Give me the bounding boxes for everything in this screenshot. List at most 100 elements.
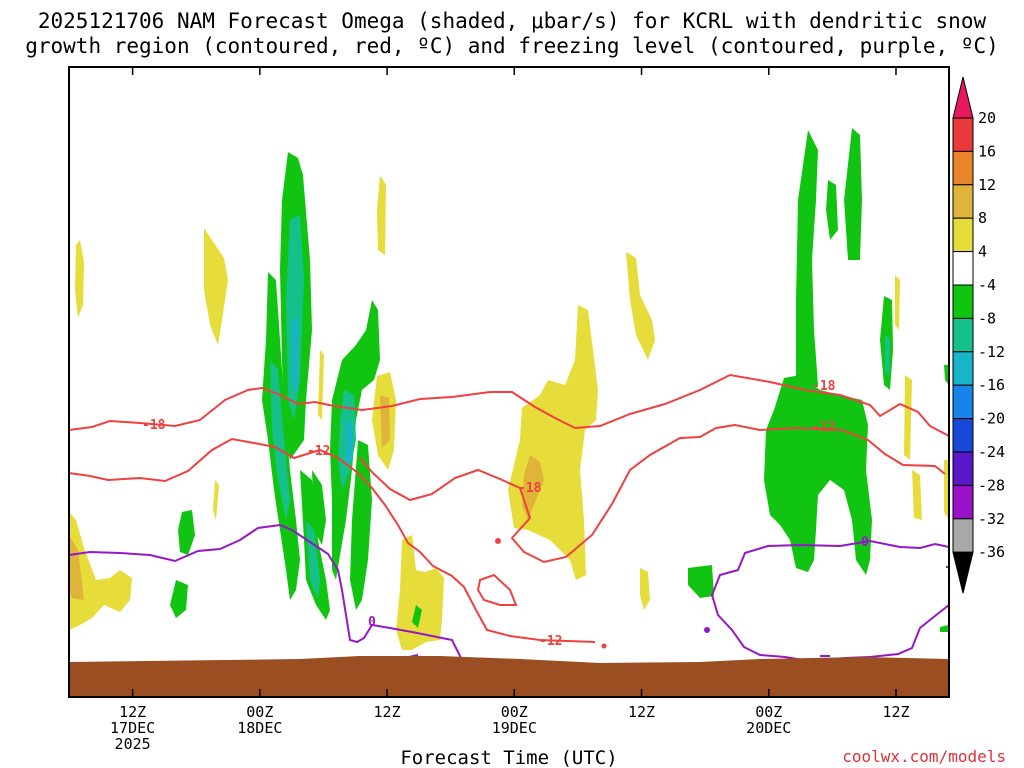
x-axis-title: Forecast Time (UTC) bbox=[400, 747, 617, 768]
dgz-contour-loop bbox=[476, 573, 518, 606]
colorbar-label: -28 bbox=[978, 476, 1005, 494]
freezing-level-contour bbox=[69, 523, 463, 661]
omega-positive-area bbox=[396, 535, 444, 650]
dgz-label: -12 bbox=[812, 420, 835, 435]
dgz-contour-minus-12b bbox=[359, 423, 946, 564]
site-credit: coolwx.com/models bbox=[842, 747, 1006, 766]
colorbar-label: 20 bbox=[978, 109, 996, 127]
omega-negative-area bbox=[312, 470, 326, 545]
colorbar-label: -4 bbox=[978, 276, 996, 294]
x-tick-label: 12Z bbox=[882, 703, 909, 721]
colorbar-label: -8 bbox=[978, 309, 996, 327]
freezing-label: 0 bbox=[861, 535, 869, 550]
dgz-label: -18 bbox=[142, 418, 166, 433]
contour-labels: -18 -12 -18 -12 -18 -12 0 0 bbox=[142, 379, 869, 649]
colorbar-max-arrow bbox=[952, 76, 974, 119]
dgz-contour-minus-18 bbox=[69, 373, 949, 437]
omega-negative-area bbox=[844, 128, 862, 260]
colorbar-segment bbox=[952, 451, 974, 486]
colorbar-segment bbox=[952, 384, 974, 420]
omega-negative-area bbox=[178, 510, 195, 555]
omega-negative-area bbox=[940, 625, 949, 632]
omega-positive-area bbox=[895, 275, 900, 330]
omega-negative-area bbox=[764, 375, 872, 575]
omega-positive-area bbox=[69, 535, 84, 600]
omega-negative-area bbox=[292, 318, 298, 392]
colorbar-segment bbox=[952, 284, 974, 319]
colorbar-label: 16 bbox=[978, 142, 996, 160]
x-tick-label: 00Z bbox=[246, 703, 273, 721]
omega-negative-area bbox=[412, 605, 422, 628]
dgz-label: -18 bbox=[812, 379, 836, 394]
dgz-contour-dot bbox=[601, 643, 607, 649]
omega-positive-area bbox=[522, 455, 544, 520]
x-tick-label: 00Z bbox=[755, 703, 782, 721]
dgz-contour-dot bbox=[495, 538, 501, 544]
omega-negative-area bbox=[330, 300, 380, 580]
colorbar-label: -12 bbox=[978, 343, 1005, 361]
omega-shading bbox=[69, 128, 949, 650]
colorbar-label: 4 bbox=[978, 243, 987, 261]
dgz-label: -18 bbox=[518, 481, 542, 496]
omega-negative-area bbox=[306, 520, 320, 600]
colorbar-segment bbox=[952, 351, 974, 386]
omega-positive-area bbox=[626, 252, 655, 360]
colorbar-segment bbox=[952, 317, 974, 353]
colorbar-label: 12 bbox=[978, 176, 996, 194]
colorbar-label: 8 bbox=[978, 209, 987, 227]
omega-positive-area bbox=[944, 460, 949, 520]
freezing-label: 0 bbox=[368, 615, 376, 630]
omega-positive-area bbox=[912, 470, 922, 520]
x-tick-label: 12Z bbox=[374, 703, 401, 721]
colorbar-segment bbox=[952, 150, 974, 186]
omega-positive-area bbox=[377, 175, 386, 255]
x-tick-label: 17DEC bbox=[110, 719, 155, 737]
omega-negative-area bbox=[796, 130, 818, 400]
colorbar-label: -32 bbox=[978, 510, 1005, 528]
colorbar-segment bbox=[952, 484, 974, 520]
x-tick-label: 19DEC bbox=[492, 719, 537, 737]
chart-title-line-2: growth region (contoured, red, ºC) and f… bbox=[25, 34, 999, 58]
dgz-contour-minus-12 bbox=[69, 437, 596, 643]
x-tick-label: 12Z bbox=[628, 703, 655, 721]
colorbar-label: -36 bbox=[978, 543, 1005, 561]
omega-negative-area bbox=[826, 180, 838, 240]
omega-negative-area bbox=[346, 420, 352, 465]
dgz-label: -12 bbox=[307, 444, 330, 459]
x-tick-label: 18DEC bbox=[237, 719, 282, 737]
omega-positive-area bbox=[204, 228, 228, 345]
ground-fill bbox=[69, 656, 949, 697]
colorbar: 20 16 12 8 4 -4 -8 -12 -16 -20 -24 -28 -32 -36 bbox=[952, 76, 1005, 594]
colorbar-label: -24 bbox=[978, 443, 1005, 461]
omega-negative-area bbox=[688, 565, 714, 598]
colorbar-segment bbox=[952, 184, 974, 219]
colorbar-segment bbox=[952, 251, 974, 286]
colorbar-segment bbox=[952, 518, 974, 553]
x-tick-label: 2025 bbox=[115, 735, 151, 753]
omega-positive-area bbox=[69, 512, 132, 630]
omega-negative-area bbox=[270, 360, 290, 520]
omega-positive-area bbox=[213, 480, 219, 520]
dgz-label: -12 bbox=[539, 634, 562, 649]
omega-negative-area bbox=[885, 335, 890, 375]
colorbar-segment bbox=[952, 418, 974, 453]
x-tick-label: 12Z bbox=[119, 703, 146, 721]
freezing-level-contour bbox=[710, 539, 949, 661]
dgz-contours bbox=[69, 373, 949, 649]
omega-positive-area bbox=[75, 240, 84, 318]
omega-positive-area bbox=[904, 375, 912, 460]
chart-title-line-1: 2025121706 NAM Forecast Omega (shaded, μ… bbox=[37, 9, 987, 33]
colorbar-label: -20 bbox=[978, 410, 1005, 428]
omega-negative-area bbox=[944, 365, 949, 385]
colorbar-segment bbox=[952, 217, 974, 253]
omega-negative-area bbox=[170, 580, 188, 618]
colorbar-min-arrow bbox=[952, 551, 974, 594]
freezing-level-dot bbox=[704, 627, 710, 633]
plot-frame bbox=[68, 66, 950, 698]
colorbar-segment bbox=[952, 117, 974, 152]
colorbar-label: -16 bbox=[978, 376, 1005, 394]
x-tick-label: 00Z bbox=[501, 703, 528, 721]
x-tick-label: 20DEC bbox=[746, 719, 791, 737]
